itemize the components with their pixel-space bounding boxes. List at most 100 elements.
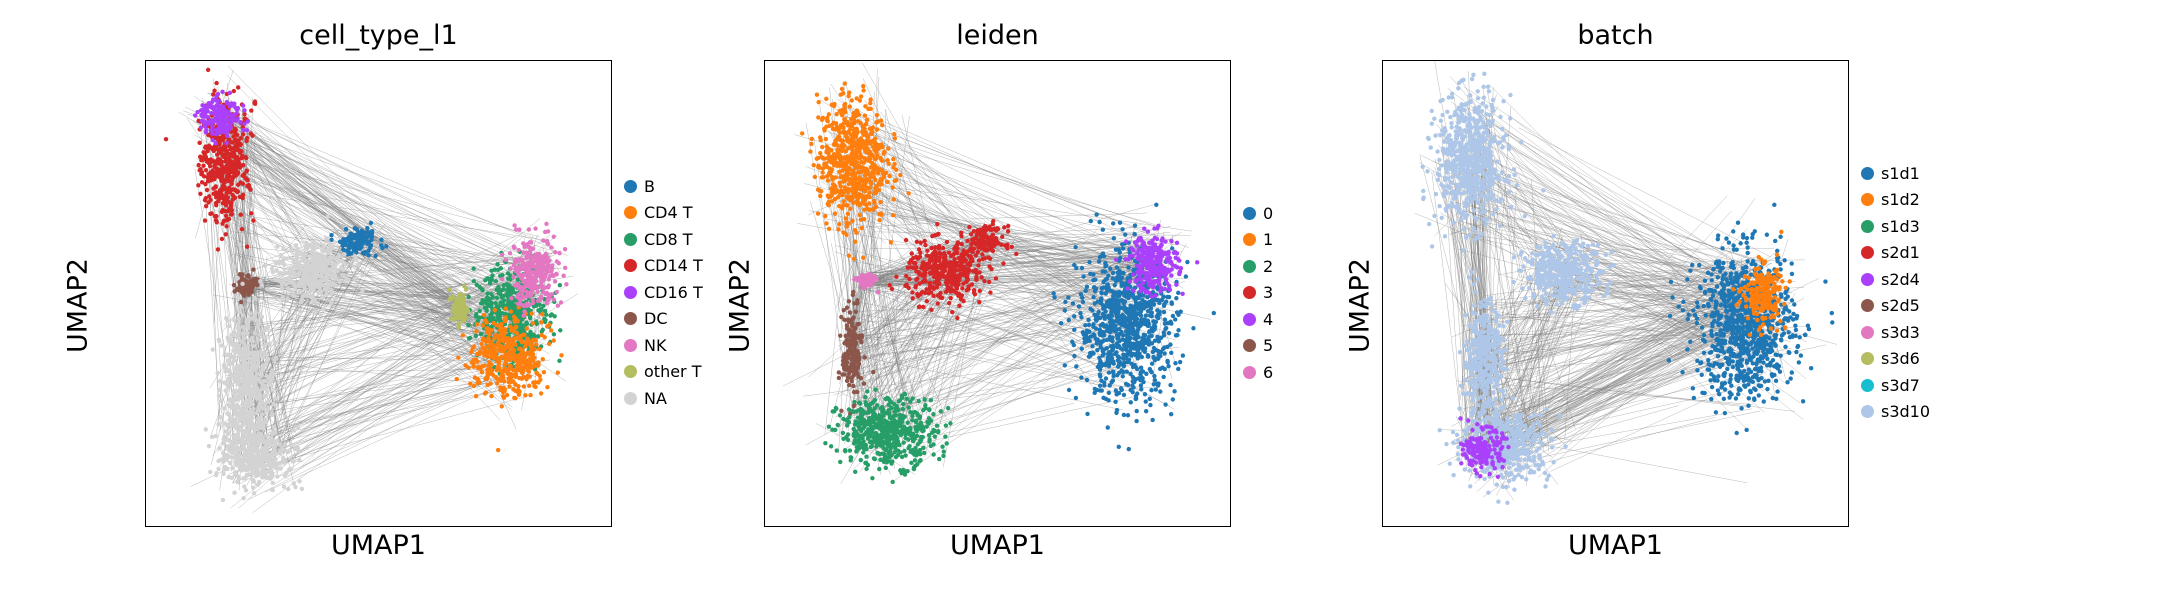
data-point xyxy=(528,240,534,245)
data-point xyxy=(459,299,464,305)
data-point xyxy=(251,267,256,272)
data-point xyxy=(561,273,566,278)
data-point xyxy=(193,113,198,118)
data-point xyxy=(339,266,344,271)
data-point xyxy=(462,305,467,310)
data-point xyxy=(475,380,480,386)
data-point xyxy=(477,284,482,290)
edge xyxy=(262,337,456,384)
data-point xyxy=(262,263,268,269)
data-point xyxy=(269,472,275,478)
edge xyxy=(866,280,924,415)
data-point xyxy=(473,357,479,362)
data-point xyxy=(232,148,238,153)
data-point xyxy=(513,324,519,330)
data-point xyxy=(238,141,243,146)
legend-item: CD4 T xyxy=(624,200,703,227)
data-point xyxy=(516,375,522,381)
edge xyxy=(262,330,496,477)
data-point xyxy=(236,316,241,322)
data-point xyxy=(240,312,246,318)
data-point xyxy=(238,385,244,390)
edge xyxy=(861,314,1131,361)
data-point xyxy=(217,414,223,420)
data-point xyxy=(199,180,205,185)
data-point xyxy=(285,286,291,292)
data-point xyxy=(524,326,529,331)
data-point xyxy=(209,146,215,151)
data-point xyxy=(300,251,305,257)
data-point xyxy=(538,391,544,396)
data-point xyxy=(549,328,554,333)
data-point xyxy=(241,415,246,420)
data-point xyxy=(463,363,468,368)
edge xyxy=(902,243,1147,444)
data-point xyxy=(240,281,245,287)
data-point xyxy=(243,405,249,411)
data-point xyxy=(271,425,277,430)
data-point xyxy=(215,152,220,157)
data-point xyxy=(543,285,548,290)
data-point xyxy=(275,244,280,249)
data-point xyxy=(815,211,821,216)
data-point xyxy=(493,301,499,306)
edge xyxy=(267,244,310,260)
data-point xyxy=(482,318,488,323)
data-point xyxy=(227,174,232,179)
data-point xyxy=(310,297,316,303)
data-point xyxy=(521,313,526,318)
legend-label: NA xyxy=(644,388,667,408)
data-point xyxy=(196,162,201,168)
legend-marker xyxy=(624,232,637,246)
data-point xyxy=(831,142,837,147)
data-point xyxy=(452,317,457,322)
data-point xyxy=(242,377,248,382)
data-point xyxy=(335,255,340,260)
data-point xyxy=(227,104,233,109)
data-point xyxy=(524,376,529,382)
data-point xyxy=(530,321,536,326)
data-point xyxy=(244,168,250,173)
data-point xyxy=(223,156,229,161)
data-point xyxy=(483,344,489,350)
data-point xyxy=(241,495,246,501)
data-point xyxy=(281,455,286,461)
data-point xyxy=(235,479,240,485)
data-point xyxy=(236,461,241,466)
edge xyxy=(810,201,876,424)
data-point xyxy=(277,460,282,466)
data-point xyxy=(502,316,507,322)
data-point xyxy=(250,133,255,138)
edge xyxy=(219,109,492,319)
data-point xyxy=(313,251,318,256)
data-point xyxy=(227,448,233,454)
data-point xyxy=(228,204,234,210)
data-point xyxy=(483,300,489,306)
data-point xyxy=(206,121,212,126)
data-point xyxy=(265,356,270,361)
data-point xyxy=(820,115,826,121)
data-point xyxy=(304,445,310,450)
data-point xyxy=(520,288,525,294)
data-point xyxy=(481,336,486,341)
data-point xyxy=(236,373,242,378)
data-point xyxy=(213,185,218,190)
data-point xyxy=(488,302,494,307)
data-point xyxy=(223,148,228,153)
legend-label: other T xyxy=(644,362,702,382)
data-point xyxy=(232,367,238,372)
data-point xyxy=(232,264,237,270)
data-point xyxy=(250,463,255,468)
data-point xyxy=(235,432,240,437)
data-point xyxy=(471,266,476,271)
data-point xyxy=(265,286,270,292)
data-point xyxy=(492,267,497,272)
data-point xyxy=(513,259,518,265)
data-point xyxy=(477,349,482,355)
edge xyxy=(850,135,1156,225)
data-point xyxy=(237,279,242,285)
edge xyxy=(322,269,494,349)
data-point xyxy=(529,343,535,349)
data-point xyxy=(247,355,252,361)
data-point xyxy=(259,474,265,480)
